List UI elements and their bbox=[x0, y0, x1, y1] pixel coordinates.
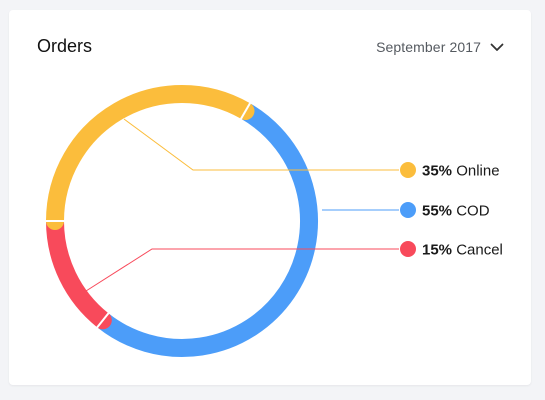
segment-separator bbox=[95, 311, 110, 329]
period-dropdown[interactable]: September 2017 bbox=[376, 39, 505, 55]
legend-label-cod: 55% COD bbox=[422, 203, 490, 220]
chevron-down-icon bbox=[490, 43, 504, 51]
legend-label-cancel: 15% Cancel bbox=[422, 242, 503, 259]
ring-segment-cod bbox=[93, 102, 318, 357]
card-title: Orders bbox=[37, 36, 93, 56]
ring-segment-cancel bbox=[46, 212, 112, 330]
period-label: September 2017 bbox=[376, 39, 481, 55]
legend-name: COD bbox=[452, 203, 490, 220]
legend-dot-online bbox=[400, 162, 416, 178]
leader-line-online bbox=[123, 118, 399, 171]
legend-name: Online bbox=[452, 163, 500, 180]
legend-percent: 55% bbox=[422, 203, 452, 220]
legend-dot-cod bbox=[400, 202, 416, 218]
segment-separator bbox=[239, 101, 252, 121]
legend-percent: 35% bbox=[422, 163, 452, 180]
legend-name: Cancel bbox=[452, 242, 503, 259]
legend-dot-cancel bbox=[400, 241, 416, 257]
legend-percent: 15% bbox=[422, 242, 452, 259]
leader-line-cancel bbox=[85, 248, 399, 292]
ring-segment-online bbox=[46, 85, 255, 230]
legend-label-online: 35% Online bbox=[422, 163, 500, 180]
